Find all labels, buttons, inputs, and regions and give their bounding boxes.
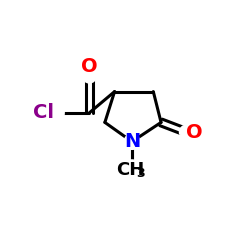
Text: 3: 3 xyxy=(136,167,145,180)
Text: O: O xyxy=(186,122,203,142)
Circle shape xyxy=(45,103,64,122)
Circle shape xyxy=(121,160,143,181)
Text: O: O xyxy=(81,57,98,76)
Circle shape xyxy=(82,70,96,83)
Circle shape xyxy=(124,134,140,149)
Text: Cl: Cl xyxy=(34,103,54,122)
Text: N: N xyxy=(124,132,140,151)
Circle shape xyxy=(180,125,193,139)
Text: CH: CH xyxy=(116,160,144,178)
